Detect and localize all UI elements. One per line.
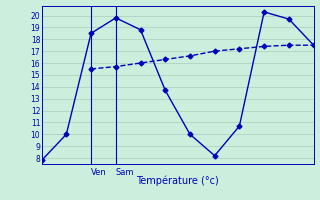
Text: Ven: Ven bbox=[91, 168, 107, 177]
X-axis label: Température (°c): Température (°c) bbox=[136, 175, 219, 186]
Text: Sam: Sam bbox=[116, 168, 134, 177]
